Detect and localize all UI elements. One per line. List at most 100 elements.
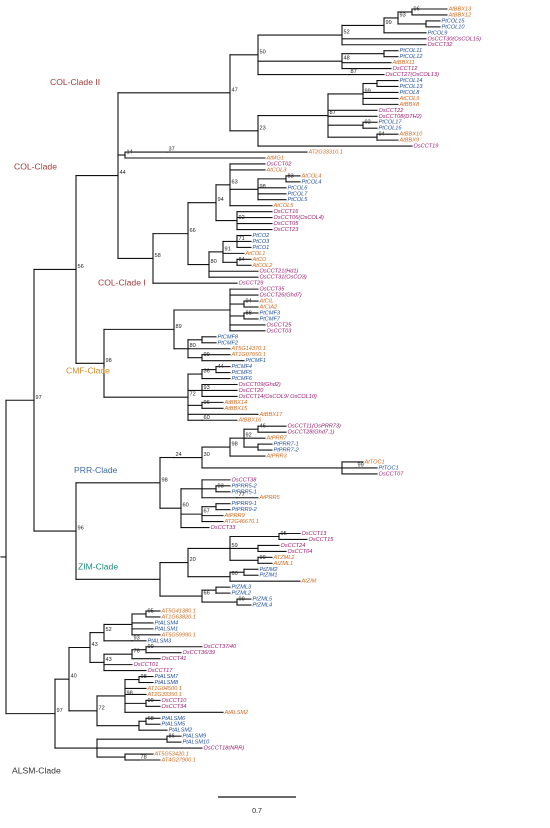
leaf-label: AtTOC1 [364,459,385,465]
clade-label-alsm: ALSM-Clade [12,766,61,776]
bootstrap-support-value: 43 [92,642,98,648]
bootstrap-support-value: 86 [169,734,175,740]
bootstrap-support-value: 52 [106,627,112,633]
leaf-label: OsCCT23 [274,227,300,233]
bootstrap-support-value: 56 [78,264,84,270]
leaf-label: PtCOL10 [442,24,466,30]
leaf-label: PtCOL4 [302,179,322,185]
leaf-label: AtALSM2 [224,710,250,716]
bootstrap-support-value: 58 [155,253,161,259]
leaf-label: OsCCT29 [239,281,264,287]
bootstrap-support-value: 98 [106,358,112,364]
scale-bar-label: 0.7 [252,808,262,815]
leaf-label: OsCCT19 [414,144,439,150]
leaf-label: OsCCT27(OsCOL13) [386,72,440,78]
bootstrap-support-value: 94 [218,197,224,203]
leaf-label: PtALSM1 [155,626,179,632]
bootstrap-support-value: 23 [260,125,266,131]
leaf-label: PtCO1 [253,245,270,251]
leaf-label: AT2G33350.1 [147,692,182,698]
bootstrap-support-value: 60 [183,503,189,509]
leaf-label: PtPRR9-1 [232,501,257,507]
leaf-label: OsCCT14(OsCOL9/ OsCOL10) [239,394,317,400]
leaf-label: OsCCT22 [379,108,405,114]
clade-label-group: COL-Clade II COL-Clade COL-Clade I CMF-Clad… [12,77,146,776]
leaf-label: PtTOC1 [379,465,399,471]
bootstrap-support-value: 63 [232,179,238,185]
leaf-label: PtCMF4 [232,364,253,370]
leaf-label: OsCCT08(DTH2) [379,114,422,120]
bootstrap-support-value: 96 [78,526,84,532]
bootstrap-support-value: 37 [169,147,175,153]
bootstrap-support-value: 78 [141,755,147,761]
leaf-label: AtBBX11 [392,60,415,66]
leaf-label: OsCCT10 [162,698,188,704]
leaf-label: AtBBX10 [399,132,424,138]
leaf-label: AT5G53420.1 [154,752,189,758]
leaf-label: AtCOL2 [252,263,274,269]
leaf-label: PtCOL12 [400,54,424,60]
leaf-label: OsCCT37/40 [204,644,238,650]
leaf-label: PtALSM3 [148,638,173,644]
leaf-label: AtPRR3 [266,454,288,460]
bootstrap-support-value: 40 [71,674,77,680]
leaf-label: AtMG1 [266,155,284,161]
leaf-label: PtZML5 [253,597,273,603]
leaf-label: PtPRR9-2 [232,507,258,513]
leaf-label: PtCOL7 [288,191,309,197]
leaf-label: AtCOL9 [399,96,420,102]
bootstrap-support-value: 76 [134,649,140,655]
leaf-label: PtZML4 [253,603,273,609]
bootstrap-support-value: 98 [232,442,238,448]
leaf-label: AtBBX13 [448,6,473,12]
leaf-label: AT5G41380.1 [161,608,196,614]
leaf-label: OsCCT05 [274,221,300,227]
bootstrap-support-value: 71 [239,236,245,242]
leaf-label: PtCOL15 [442,18,466,24]
leaf-label: PtZIM1 [260,573,278,579]
bootstrap-support-value: 47 [232,87,238,93]
bootstrap-support-value: 95 [148,608,154,614]
bootstrap-support-value: 95 [281,531,287,537]
bootstrap-support-value: 68 [148,716,154,722]
leaf-label: OsCCT18(NRR) [204,746,245,752]
leaf-label: ATZML2 [273,555,296,561]
bootstrap-support-value: 99 [358,462,364,468]
bootstrap-support-value: 14 [127,150,133,156]
leaf-label: OsCCT16 [274,209,300,215]
bootstrap-support-value: 20 [190,557,196,563]
leaf-label: AtBBX12 [448,12,473,18]
leaf-label: PtCOL11 [400,48,423,54]
bootstrap-support-value: 98 [260,184,266,190]
leaf-label: OsCCT33 [211,525,237,531]
leaf-label: AtBBX15 [224,406,249,412]
leaf-label: PtPRR7-1 [274,442,299,448]
leaf-label: AtCIA2 [259,305,279,311]
bootstrap-support-value: 94 [379,132,385,138]
leaf-label: PtCMF6 [232,376,253,382]
leaf-label: PtALSM7 [155,674,180,680]
leaf-label: AT1G04500.1 [147,686,182,692]
leaf-label: AT2G33310.1 [308,150,343,156]
leaf-label: AT4G27900.1 [161,757,196,763]
leaf-label: PtCOL8 [400,90,421,96]
bootstrap-support-value: 93 [134,635,140,641]
leaf-label: AtPRR5 [259,495,281,501]
leaf-label: PtCOL14 [400,78,423,84]
bootstrap-support-value: 91 [225,246,231,252]
bootstrap-support-value: 99 [386,20,392,26]
leaf-label: PtCMF1 [246,358,267,364]
leaf-label: PtCMF2 [218,340,239,346]
bootstrap-support-value: 72 [99,705,105,711]
leaf-label: OsCCT30(OsCOL15) [428,36,482,42]
leaf-label: OsCCT34 [162,704,187,710]
leaf-label: PtCOL9 [428,30,448,36]
clade-label-col: COL-Clade [14,162,57,172]
support-value-group: 96 93 99 52 48 87 50 99 92 94 87 23 47 37 14 83 98 63 92 94… [36,6,420,760]
leaf-label: OsCCT06(OsCOL4) [274,215,324,221]
leaf-label: AtCIL [259,299,274,305]
leaf-label: PtCOL13 [400,84,424,90]
clade-label-prr: PRR-Clade [74,465,118,475]
leaf-label: PtALSM8 [155,680,180,686]
leaf-label: OsCCT15 [309,537,335,543]
